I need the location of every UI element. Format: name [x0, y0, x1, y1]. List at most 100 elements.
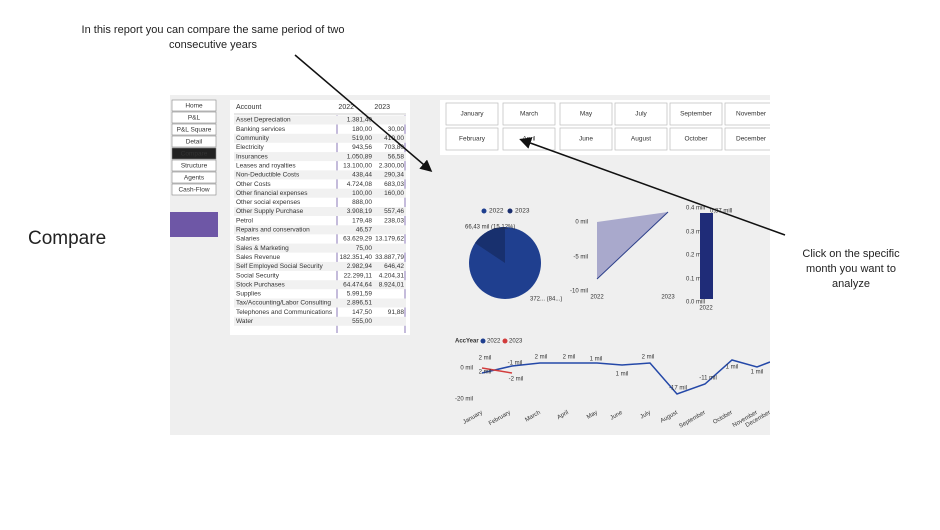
cell-account: Stock Purchases [236, 281, 286, 288]
line-data-label: 2 mil [479, 356, 492, 362]
row-stripe [234, 298, 406, 308]
cell-account: Other financial expenses [236, 190, 308, 197]
month-button[interactable] [614, 102, 668, 126]
nav-label[interactable]: Home [185, 103, 203, 110]
month-label[interactable]: February [459, 136, 486, 143]
cell-2023: 238,03 [384, 217, 404, 224]
cell-account: Petrol [236, 217, 254, 224]
nav-button[interactable] [171, 99, 217, 112]
line-2023 [481, 367, 513, 374]
nav-button[interactable] [171, 123, 217, 136]
cell-2023: 410,00 [384, 135, 404, 142]
row-stripe [234, 207, 406, 216]
cell-2023: 160,00 [384, 190, 404, 197]
nav-button[interactable] [171, 171, 217, 184]
nav-button[interactable] [171, 159, 217, 172]
row-stripe [234, 115, 406, 125]
line-data-label: 1 mil [590, 357, 603, 363]
cell-2022: 64.474,64 [343, 281, 372, 288]
nav-label[interactable]: P&L Square [177, 127, 212, 134]
nav-button[interactable] [171, 135, 217, 148]
cell-account: Electricity [236, 144, 265, 151]
cell-2022: 179,48 [352, 217, 372, 224]
cell-2022: 75,00 [356, 245, 373, 252]
month-button[interactable] [669, 102, 723, 126]
cell-2022: 888,00 [352, 199, 372, 206]
arrow-top [294, 54, 433, 172]
cell-2022: 147,50 [352, 309, 372, 316]
table-header: 2023 [374, 104, 390, 111]
month-button[interactable] [445, 127, 499, 151]
bar-y-label: 0.2 mill [686, 253, 705, 259]
month-label[interactable]: January [460, 111, 484, 118]
nav-label[interactable]: Agents [184, 175, 205, 182]
line-data-label: -2 mil [509, 377, 524, 383]
cell-2023: 91,88 [388, 309, 405, 316]
legend-dot [507, 208, 513, 214]
line-legend: 2023 [509, 339, 523, 345]
cell-account: Non-Deductible Costs [236, 172, 300, 179]
nav-label[interactable]: P&L [188, 115, 201, 122]
month-button[interactable] [614, 127, 668, 151]
month-button[interactable] [669, 127, 723, 151]
line-data-label: -17 mil [669, 386, 687, 392]
month-button[interactable] [445, 102, 499, 126]
cell-2022: 100,00 [352, 190, 372, 197]
cell-account: Other social expenses [236, 199, 301, 206]
cell-2023: 646,42 [384, 263, 404, 270]
legend-dot [480, 338, 486, 344]
cell-account: Tax/Accounting/Labor Consulting [236, 300, 331, 307]
month-label[interactable]: December [736, 136, 767, 143]
month-button[interactable] [559, 102, 613, 126]
cell-2023: 33.887,79 [375, 254, 404, 261]
bar-y-label: 0.1 mill [686, 277, 705, 283]
annotation-top: In this report you can compare the same … [81, 24, 345, 51]
line-data-label: 1 mil [726, 365, 739, 371]
purple-block [170, 212, 218, 237]
month-label[interactable]: September [680, 111, 713, 118]
cell-2022: 182.351,40 [339, 254, 372, 261]
month-label[interactable]: October [684, 136, 708, 143]
line-legend: 2022 [487, 339, 501, 345]
pie-legend: 2023 [515, 208, 530, 215]
line-data-label: 2 mil [642, 355, 655, 361]
cell-2022: 1.381,40 [347, 117, 373, 124]
nav-label[interactable]: Detail [186, 139, 203, 146]
line-y-label: -20 mil [455, 397, 473, 403]
cell-2022: 22.299,11 [344, 272, 373, 279]
month-label[interactable]: November [736, 111, 767, 118]
row-stripe [234, 188, 406, 198]
month-label[interactable]: July [635, 111, 647, 118]
row-stripe [234, 316, 406, 326]
cell-2022: 2.982,94 [347, 263, 373, 270]
cell-2022: 3.908,19 [347, 208, 373, 215]
nav-button[interactable] [171, 183, 217, 196]
month-button[interactable] [502, 102, 556, 126]
bar-y-label: 0.4 mill [686, 206, 705, 212]
waterfall-y-label: -5 mil [573, 255, 588, 261]
waterfall-y-label: -10 mil [570, 289, 588, 295]
month-label[interactable]: June [579, 136, 593, 143]
nav-label[interactable]: Compare [181, 151, 208, 158]
nav-label[interactable]: Cash-Flow [178, 187, 209, 194]
row-stripe [234, 133, 406, 143]
line-2022 [481, 359, 771, 395]
month-label[interactable]: May [580, 111, 593, 118]
month-label[interactable]: March [520, 111, 538, 118]
waterfall-x-label: 2022 [590, 295, 604, 301]
nav-button[interactable] [171, 111, 217, 124]
row-stripe [234, 225, 406, 235]
arrow-right [519, 137, 786, 236]
cell-2023: 557,46 [384, 208, 404, 215]
nav-button[interactable] [171, 147, 217, 160]
row-stripe [234, 170, 406, 180]
waterfall-x-label: 2023 [661, 295, 675, 301]
nav-label[interactable]: Structure [181, 163, 208, 170]
cell-account: Water [236, 318, 254, 325]
waterfall-y-label: 0 mil [575, 220, 588, 226]
month-label[interactable]: August [631, 136, 651, 143]
annotation-side: Compare [28, 228, 107, 249]
cell-account: Community [236, 135, 270, 142]
month-button[interactable] [559, 127, 613, 151]
pie-legend: 2022 [489, 208, 504, 215]
